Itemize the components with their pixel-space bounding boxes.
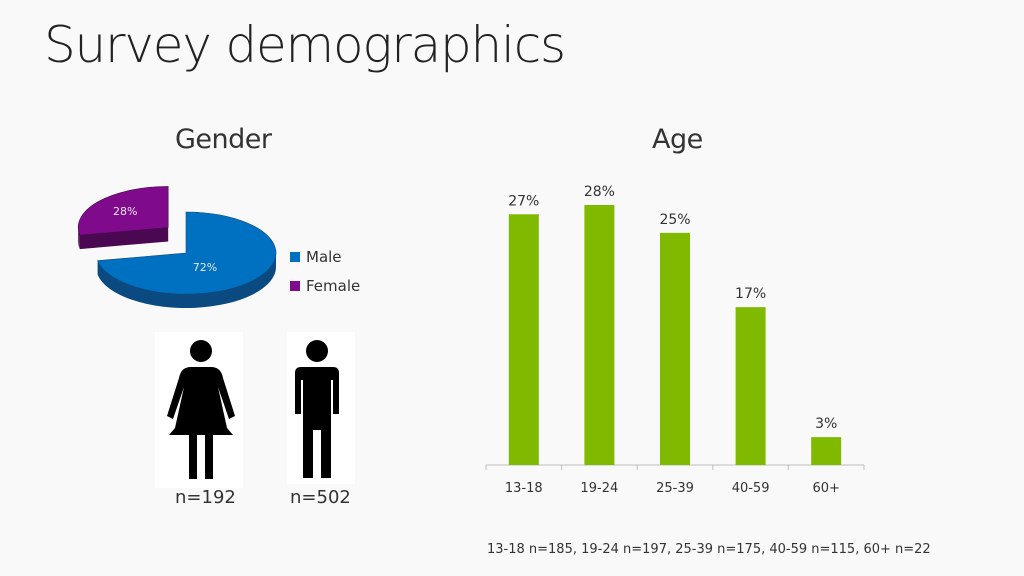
pie-label-female: 28%	[113, 205, 137, 218]
pie-label-male: 72%	[193, 261, 217, 274]
legend-item-male: Male	[290, 242, 360, 271]
bar-19-24	[584, 205, 615, 465]
bar-label-19-24: 28%	[584, 184, 615, 200]
legend-label-female: Female	[306, 276, 361, 295]
pie-slice-female	[77, 186, 169, 250]
tick-label-13-18: 13-18	[505, 481, 543, 496]
bar-13-18	[508, 214, 539, 465]
legend-item-female: Female	[290, 271, 360, 300]
gender-pie-chart: 72% 28%	[77, 186, 277, 309]
female-figure-box	[155, 332, 243, 488]
male-figure-box	[287, 332, 355, 484]
pie-slice-male	[97, 211, 277, 309]
bar-25-39	[660, 232, 690, 465]
female-count: n=192	[175, 487, 236, 508]
bar-label-13-18: 27%	[508, 193, 539, 209]
age-title: Age	[652, 124, 703, 155]
tick-label-40-59: 40-59	[732, 481, 770, 496]
page-title: Survey demographics	[44, 16, 566, 74]
legend-swatch-male	[290, 251, 300, 262]
bar-label-60+: 3%	[815, 416, 837, 432]
bar-label-25-39: 25%	[659, 212, 690, 228]
gender-title: Gender	[175, 124, 272, 155]
age-bar-chart: 27% 13-18 28% 19-24 25% 25-39 17% 40-59 3% 60+	[485, 184, 865, 496]
legend-swatch-female	[290, 280, 300, 291]
male-figure-icon	[295, 340, 339, 478]
bar-40-59	[735, 307, 766, 465]
legend-label-male: Male	[306, 247, 342, 266]
tick-label-60+: 60+	[812, 481, 839, 496]
bar-label-40-59: 17%	[735, 286, 766, 302]
gender-legend: Male Female	[290, 242, 360, 300]
age-footnote: 13-18 n=185, 19-24 n=197, 25-39 n=175, 4…	[487, 542, 931, 557]
female-figure-icon	[167, 340, 235, 479]
bar-60+	[811, 437, 842, 465]
tick-label-25-39: 25-39	[656, 481, 694, 496]
tick-label-19-24: 19-24	[581, 481, 619, 496]
male-count: n=502	[290, 487, 351, 508]
